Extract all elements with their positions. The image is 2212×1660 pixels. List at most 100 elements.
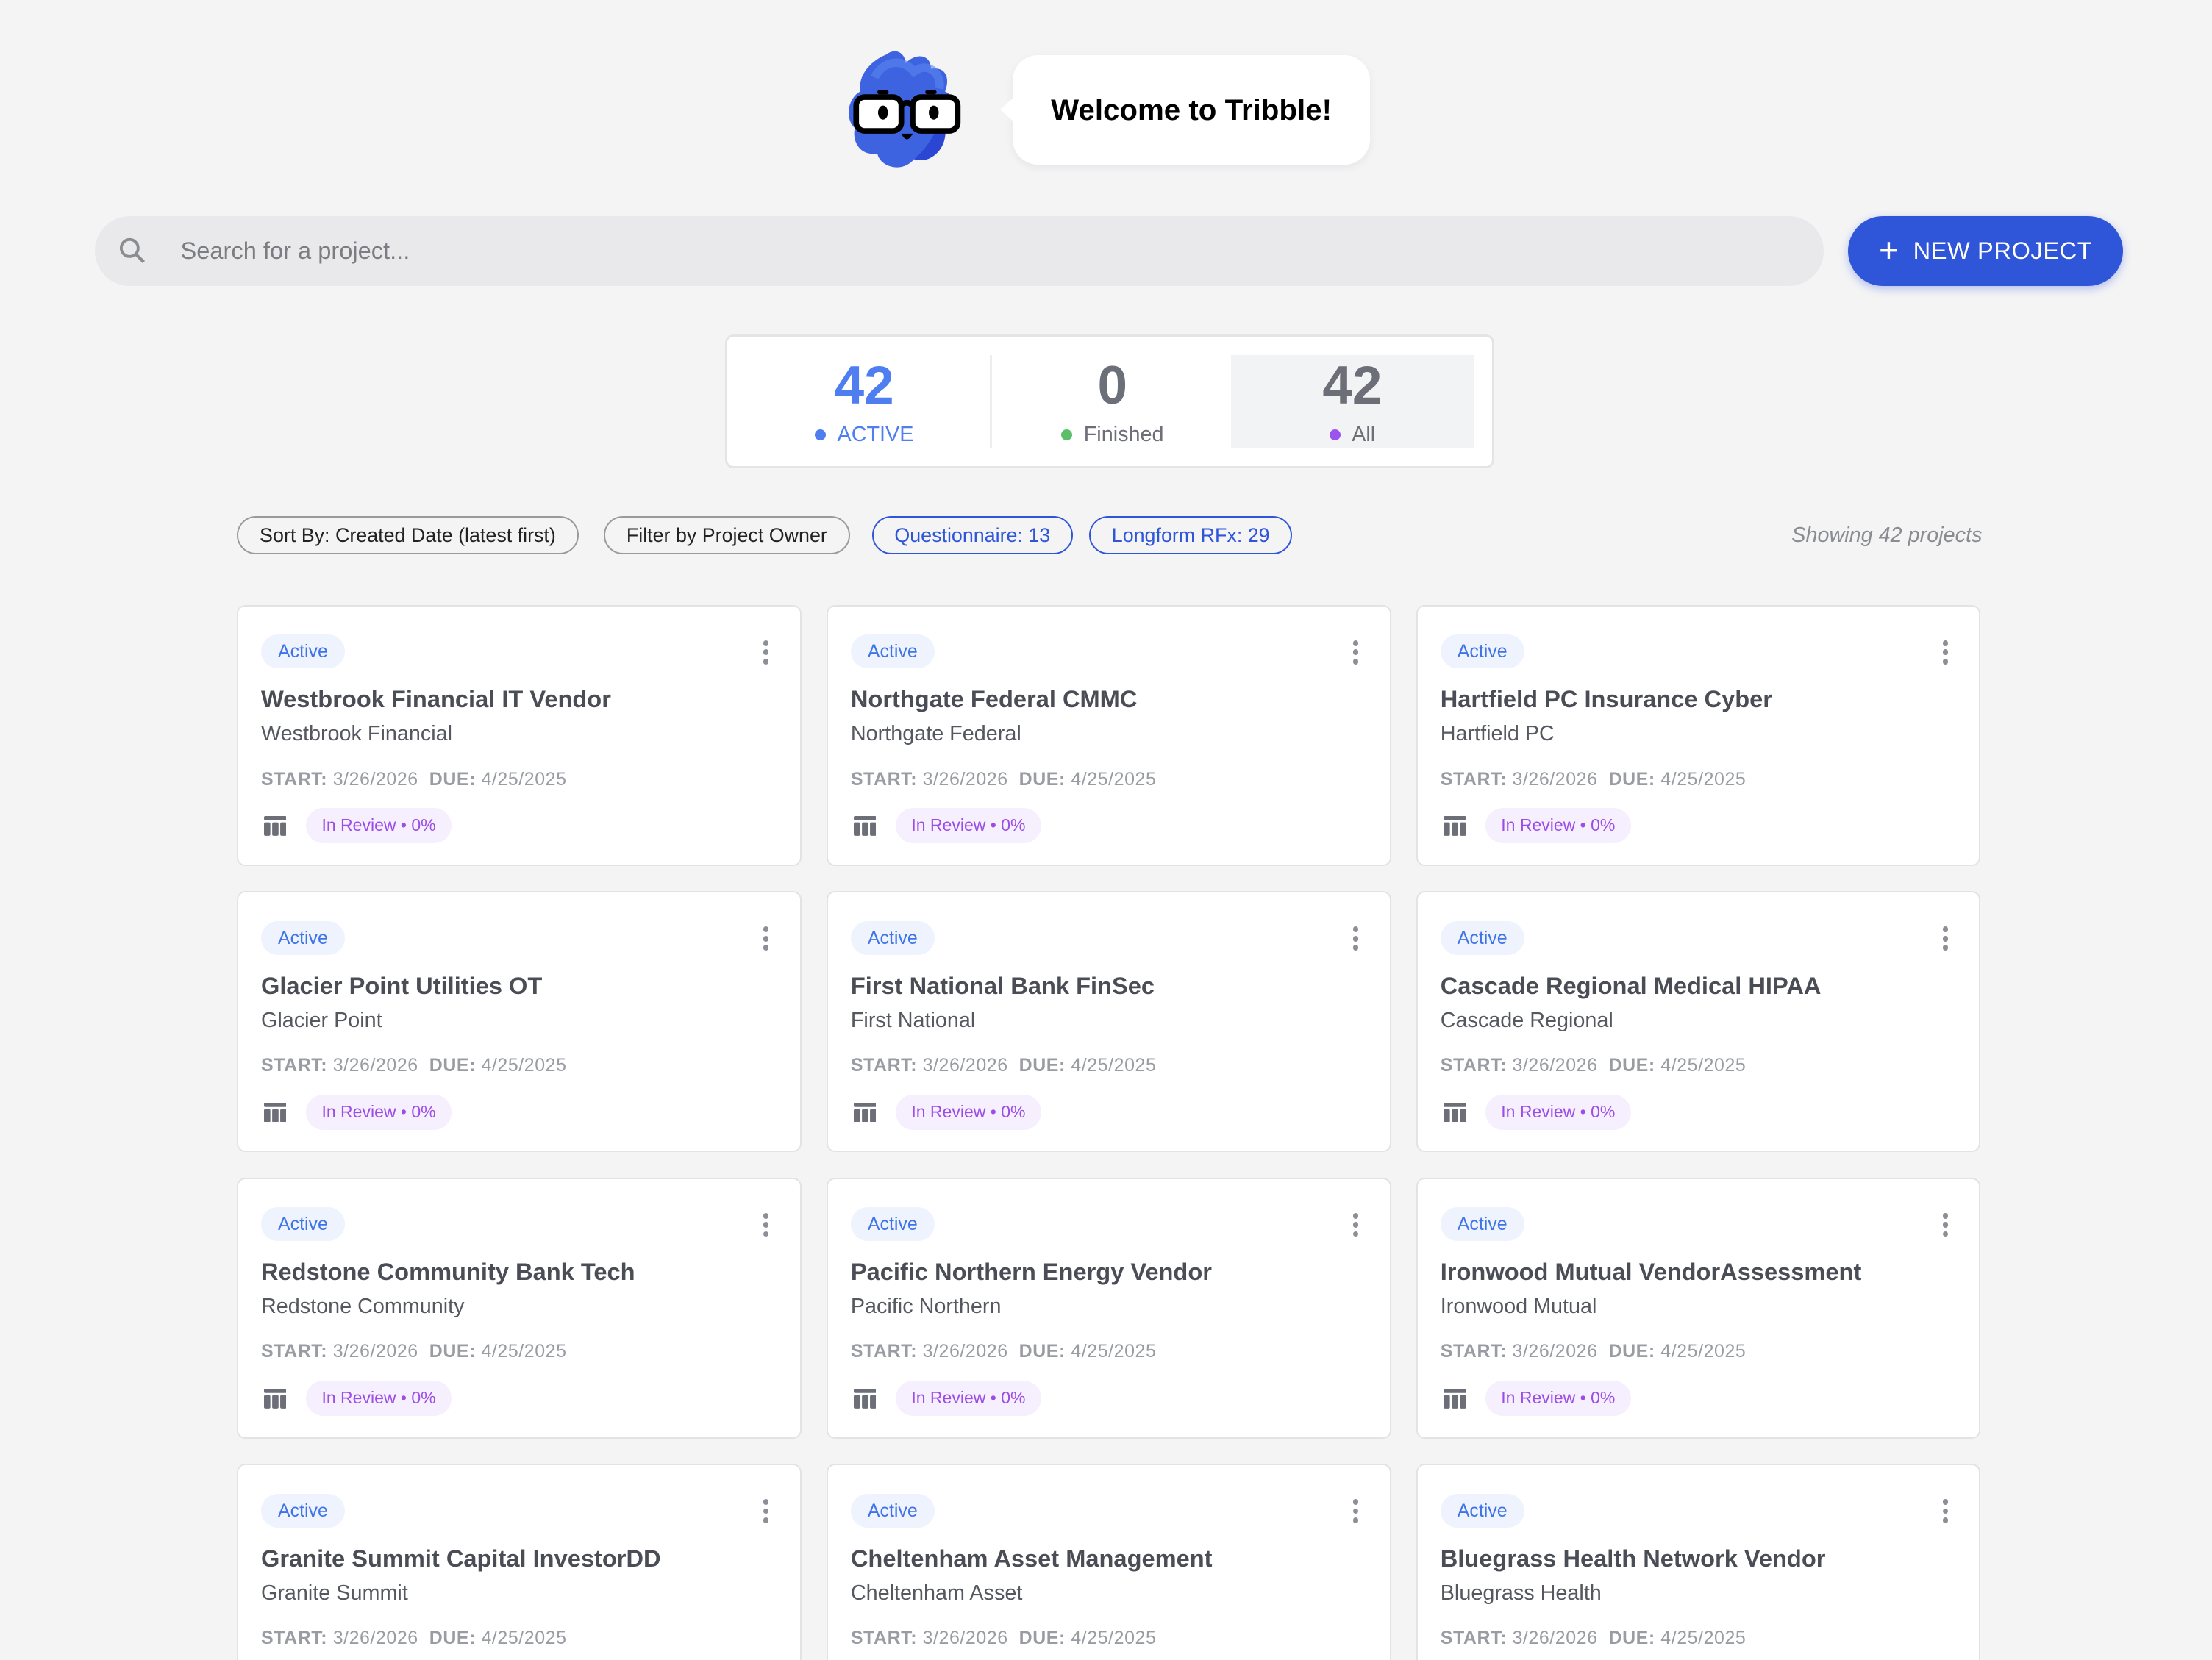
welcome-bubble: Welcome to Tribble! [1000,54,1370,165]
longform-filter[interactable]: Longform RFx: 29 [1089,516,1293,554]
start-date: 3/26/2026 [332,1055,418,1076]
status-badge: Active [1440,634,1524,669]
start-date: 3/26/2026 [922,768,1008,790]
project-title: Bluegrass Health Network Vendor [1440,1544,1826,1572]
project-dates: START: 3/26/2026 DUE: 4/25/2025 [851,1341,1157,1362]
new-project-label: NEW PROJECT [1913,237,2093,265]
more-options-icon[interactable] [1352,926,1359,954]
status-badge: Active [850,634,935,669]
project-company: Ironwood Mutual [1440,1295,1597,1319]
review-status-badge: In Review • 0% [306,808,452,844]
due-date: 4/25/2025 [481,1055,567,1076]
status-badge: Active [260,1493,345,1528]
more-options-icon[interactable] [763,1499,769,1526]
plus-icon: + [1878,230,1899,269]
more-options-icon[interactable] [1942,1212,1949,1240]
start-date: 3/26/2026 [332,1341,418,1362]
review-status-badge: In Review • 0% [1485,808,1631,844]
due-label: DUE: [429,768,476,790]
project-company: Redstone Community [260,1295,465,1319]
due-date: 4/25/2025 [1071,1055,1157,1076]
project-card[interactable]: Active Redstone Community Bank Tech Reds… [237,1177,802,1439]
project-dates: START: 3/26/2026 DUE: 4/25/2025 [1441,1628,1747,1649]
more-options-icon[interactable] [1352,1499,1359,1526]
project-card[interactable]: Active Pacific Northern Energy Vendor Pa… [827,1177,1391,1439]
due-label: DUE: [1018,1341,1066,1362]
stat-divider [989,354,992,448]
project-card[interactable]: Active Cheltenham Asset Management Chelt… [827,1464,1391,1660]
project-card[interactable]: Active Cascade Regional Medical HIPAA Ca… [1416,891,1981,1153]
more-options-icon[interactable] [1352,1212,1359,1240]
project-dates: START: 3/26/2026 DUE: 4/25/2025 [1441,1055,1747,1076]
review-status-badge: In Review • 0% [306,1381,452,1417]
project-card[interactable]: Active Glacier Point Utilities OT Glacie… [237,891,802,1153]
project-card[interactable]: Active Northgate Federal CMMC Northgate … [827,604,1391,866]
stat-finished[interactable]: 0 Finished [993,355,1232,448]
search-bar[interactable] [94,215,1824,287]
due-label: DUE: [1608,1627,1655,1648]
stat-active-label: ACTIVE [837,422,914,446]
table-icon [853,815,877,842]
more-options-icon[interactable] [763,926,769,954]
sort-dropdown[interactable]: Sort By: Created Date (latest first) [237,516,579,554]
more-options-icon[interactable] [1352,640,1359,668]
review-status-badge: In Review • 0% [1485,1381,1631,1417]
stat-all[interactable]: 42 All [1230,354,1474,448]
search-input[interactable] [177,235,1735,267]
more-options-icon[interactable] [1942,640,1949,668]
project-card[interactable]: Active Ironwood Mutual VendorAssessment … [1416,1177,1981,1439]
project-company: Hartfield PC [1440,722,1555,746]
project-title: Cheltenham Asset Management [850,1544,1213,1572]
due-label: DUE: [1608,1341,1655,1362]
project-company: First National [850,1008,976,1032]
table-icon [263,1388,287,1414]
status-badge: Active [850,1207,935,1242]
project-company: Westbrook Financial [260,722,453,746]
project-title: Pacific Northern Energy Vendor [850,1258,1212,1286]
finished-dot-icon [1061,429,1073,440]
stat-active[interactable]: 42 ACTIVE [744,355,984,448]
search-icon [120,238,146,264]
more-options-icon[interactable] [1942,1499,1949,1526]
project-title: Redstone Community Bank Tech [260,1258,635,1286]
due-label: DUE: [1018,1055,1066,1076]
project-dates: START: 3/26/2026 DUE: 4/25/2025 [851,1628,1157,1649]
project-card[interactable]: Active Bluegrass Health Network Vendor B… [1416,1464,1981,1660]
start-date: 3/26/2026 [332,1627,418,1648]
project-dates: START: 3/26/2026 DUE: 4/25/2025 [1441,769,1747,790]
due-label: DUE: [1608,768,1655,790]
project-dates: START: 3/26/2026 DUE: 4/25/2025 [261,1055,567,1076]
project-company: Northgate Federal [850,722,1021,746]
status-badge: Active [1440,1493,1524,1528]
start-date: 3/26/2026 [1512,1627,1598,1648]
status-badge: Active [1440,920,1524,955]
start-date: 3/26/2026 [1512,768,1598,790]
project-card[interactable]: Active Granite Summit Capital InvestorDD… [237,1464,802,1660]
status-badge: Active [1440,1207,1524,1242]
project-card[interactable]: Active Hartfield PC Insurance Cyber Hart… [1416,604,1981,866]
questionnaire-filter[interactable]: Questionnaire: 13 [871,516,1073,554]
status-badge: Active [260,920,345,955]
project-dates: START: 3/26/2026 DUE: 4/25/2025 [851,1055,1157,1076]
project-title: Ironwood Mutual VendorAssessment [1440,1258,1862,1286]
project-company: Granite Summit [260,1581,408,1605]
more-options-icon[interactable] [763,640,769,668]
start-date: 3/26/2026 [922,1055,1008,1076]
project-title: Glacier Point Utilities OT [260,971,543,999]
project-card[interactable]: Active First National Bank FinSec First … [827,891,1391,1153]
table-icon [1443,1388,1466,1414]
table-icon [263,1101,287,1128]
review-status-badge: In Review • 0% [896,808,1041,844]
more-options-icon[interactable] [763,1212,769,1240]
project-company: Bluegrass Health [1440,1581,1602,1605]
review-status-badge: In Review • 0% [306,1094,452,1130]
project-card[interactable]: Active Westbrook Financial IT Vendor Wes… [237,604,802,866]
more-options-icon[interactable] [1942,926,1949,954]
due-date: 4/25/2025 [1660,768,1747,790]
owner-filter[interactable]: Filter by Project Owner [604,516,850,554]
stat-finished-label: Finished [1083,422,1164,446]
showing-count: Showing 42 projects [1791,523,1983,547]
start-label: START: [260,1341,328,1362]
new-project-button[interactable]: + NEW PROJECT [1848,215,2124,287]
